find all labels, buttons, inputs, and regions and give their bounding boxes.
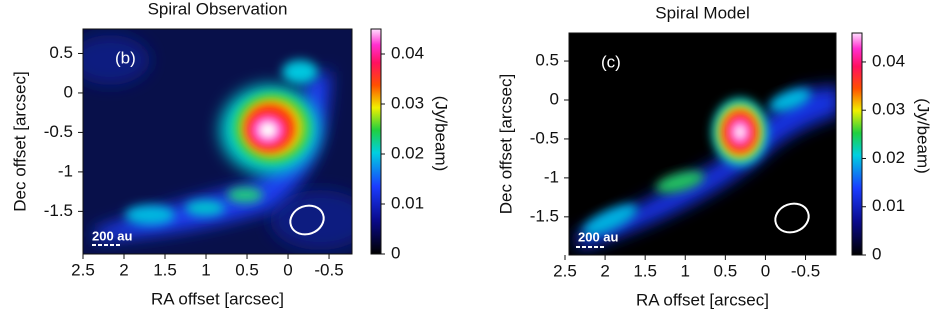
x-tick-label: 0.5 [714,261,738,280]
colorbar-tick-label: 0 [872,244,881,263]
y-tick-label: 0 [64,82,73,101]
x-tick-label: 0.5 [235,260,259,279]
x-tick-label: 1.5 [633,261,657,280]
y-tick-label: 0 [550,89,559,108]
x-axis-label: RA offset [arcsec] [151,289,284,308]
plot-frame [82,28,353,255]
colorbar-tick-label: 0.02 [872,148,905,167]
x-tick-label: 2.5 [553,261,577,280]
colorbar-tick-label: 0.04 [872,51,905,70]
colorbar-tick-label: 0 [391,243,400,262]
x-tick-label: 1.5 [153,260,177,279]
y-tick-label: -1.5 [530,206,559,225]
y-tick-label: -0.5 [44,122,73,141]
panel-label: (b) [115,48,136,67]
colorbar-label: (Jy/beam) [914,98,933,174]
chart-title: Spiral Observation [148,0,288,18]
colorbar-tick-label: 0.01 [391,193,424,212]
y-tick-label: -0.5 [530,128,559,147]
x-tick-label: 2 [600,261,609,280]
x-tick-label: 0 [283,260,292,279]
x-axis-label: RA offset [arcsec] [636,290,769,309]
x-tick-label: 2 [119,260,128,279]
y-tick-label: -1 [58,161,73,180]
y-tick-label: 0.5 [535,51,559,70]
colorbar-tick-label: 0.03 [391,93,424,112]
colorbar [851,32,863,256]
x-tick-label: 1 [681,261,690,280]
model-map [569,33,836,255]
x-tick-label: 0 [761,261,770,280]
chart-title: Spiral Model [655,3,750,22]
scale-bar-label: 200 au [92,228,133,243]
colorbar-tick-label: 0.04 [391,43,424,62]
panel-label: (c) [601,52,621,71]
plot-frame [568,32,837,256]
observation-map [83,29,352,254]
y-tick-label: -1 [544,167,559,186]
colorbar-tick-label: 0.03 [872,100,905,119]
y-axis-label: Dec offset [arcsec] [496,74,515,214]
colorbar-tick-label: 0.01 [872,196,905,215]
y-axis-label: Dec offset [arcsec] [10,71,29,211]
scale-bar-label: 200 au [578,229,619,244]
x-tick-label: -0.5 [314,260,343,279]
colorbar [370,28,382,255]
y-tick-label: 0.5 [49,43,73,62]
colorbar-tick-label: 0.02 [391,143,424,162]
x-tick-label: -0.5 [791,261,820,280]
colorbar-label: (Jy/beam) [432,96,451,172]
x-tick-label: 2.5 [71,260,95,279]
x-tick-label: 1 [201,260,210,279]
y-tick-label: -1.5 [44,201,73,220]
